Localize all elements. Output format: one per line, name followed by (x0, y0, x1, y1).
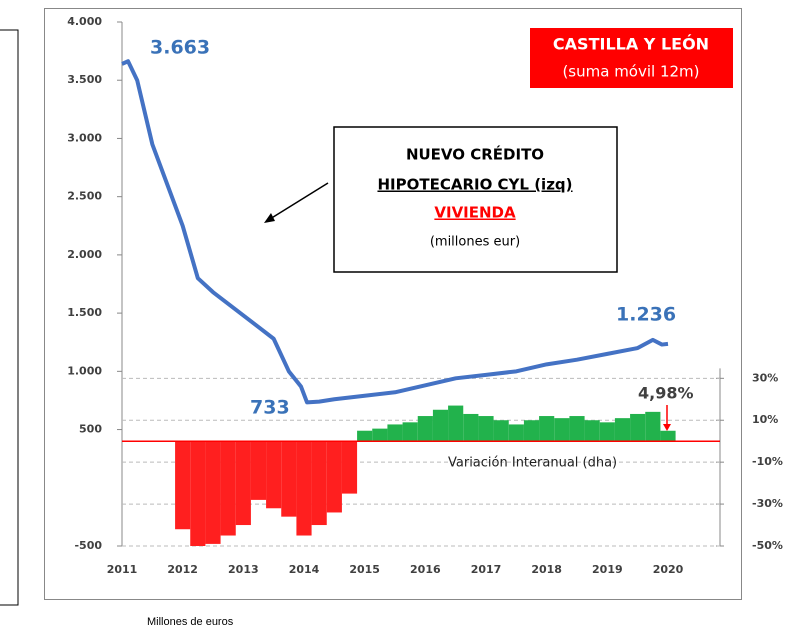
box-line: VIVIENDA (434, 204, 516, 222)
arrow-head (264, 213, 275, 223)
x-tick-label: 2019 (592, 563, 623, 576)
bar (175, 441, 191, 530)
bar (554, 418, 570, 442)
y-tick-label: -500 (74, 539, 102, 552)
x-tick-label: 2017 (471, 563, 502, 576)
bar (387, 424, 403, 442)
frame (44, 8, 742, 600)
bar (539, 416, 555, 442)
y2-tick-label: 30% (752, 371, 778, 384)
arrow-head (663, 424, 671, 431)
y-tick-label: 4.000 (67, 15, 102, 28)
x-tick-label: 2018 (531, 563, 562, 576)
bar (220, 441, 236, 536)
annotation: 733 (250, 397, 290, 419)
bar (569, 416, 585, 442)
x-tick-label: 2013 (228, 563, 259, 576)
line (121, 59, 669, 405)
y-tick-label: 2.500 (67, 190, 102, 203)
y-tick-label: 1.000 (67, 364, 102, 377)
x-tick-label: 2020 (653, 563, 684, 576)
y-tick-label: 3.000 (67, 131, 102, 144)
y2-tick-label: -10% (752, 455, 783, 468)
bar (326, 441, 342, 513)
bar (281, 441, 297, 517)
y-tick-label: 1.500 (67, 306, 102, 319)
y2-tick-label: -30% (752, 497, 783, 510)
bar (448, 405, 464, 442)
bar (266, 441, 282, 509)
x-tick-label: 2011 (107, 563, 138, 576)
bar (417, 416, 433, 442)
bar (493, 420, 509, 442)
y-tick-label: 500 (79, 423, 102, 436)
x-tick-label: 2012 (167, 563, 198, 576)
bar (372, 428, 388, 442)
side-panel (0, 29, 19, 606)
bar (660, 430, 676, 442)
bar (599, 422, 615, 442)
bar (205, 441, 221, 544)
annotation: 4,98% (638, 384, 694, 403)
y2-tick-label: -50% (752, 539, 783, 552)
annotation: 3.663 (150, 37, 210, 59)
bar (584, 420, 600, 442)
y-tick-label: 3.500 (67, 73, 102, 86)
bar (432, 409, 449, 442)
annotation: 1.236 (616, 304, 676, 326)
bar (250, 441, 267, 500)
bar (190, 441, 206, 546)
title-box (530, 28, 733, 88)
y-tick-label: 2.000 (67, 248, 102, 261)
x-tick-label: 2015 (349, 563, 380, 576)
bar (296, 441, 312, 536)
subtitle: (suma móvil 12m) (562, 63, 699, 81)
box-line: NUEVO CRÉDITO (406, 145, 544, 164)
bar (402, 422, 418, 442)
y2-tick-label: 10% (752, 413, 778, 426)
x-tick-label: 2014 (289, 563, 320, 576)
x-tick-label: 2016 (410, 563, 441, 576)
box-line: (millones eur) (430, 235, 520, 250)
bar (523, 420, 540, 442)
arrow (269, 182, 329, 220)
bar (341, 441, 358, 494)
bar (630, 413, 646, 442)
bar (357, 430, 373, 442)
label-box (333, 126, 618, 273)
footer: Millones de euros (147, 616, 234, 628)
bar (508, 424, 524, 442)
box-line: HIPOTECARIO CYL (izq) (377, 176, 572, 194)
bar (614, 418, 631, 442)
bar (645, 411, 661, 442)
bar (463, 413, 479, 442)
bar (311, 441, 327, 526)
bar (235, 441, 251, 526)
bar-label: Variación Interanual (dha) (448, 456, 617, 471)
bar (478, 416, 494, 442)
title: CASTILLA Y LEÓN (553, 35, 709, 54)
